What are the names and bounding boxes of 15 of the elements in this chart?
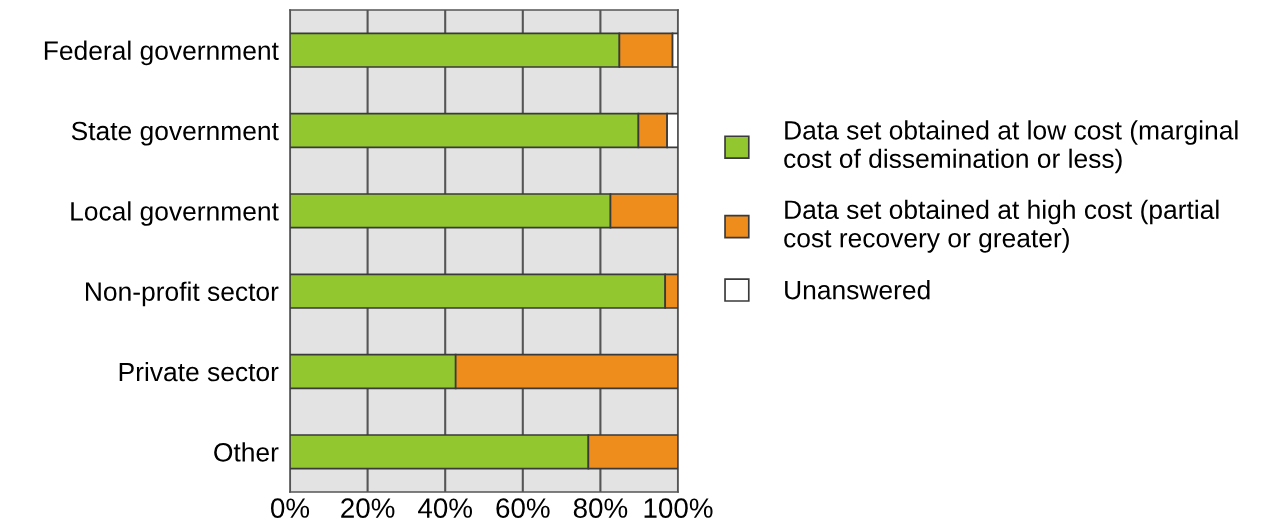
x-tick-label: 20% — [341, 498, 395, 518]
x-tick-label: 40% — [418, 498, 473, 518]
y-tick-label: State government — [71, 121, 279, 146]
x-tick-label: 80% — [573, 498, 628, 518]
x-tick-label: 0% — [271, 498, 310, 518]
legend-label: Data set obtained at low cost (marginal cost of dissemination or less) — [784, 120, 1238, 174]
x-tick-label: 100% — [644, 498, 713, 518]
y-tick-label: Non-profit sector — [86, 281, 279, 307]
legend-label: Data set obtained at high cost (partial cost recovery or greater) — [784, 199, 1219, 253]
legend-label: Unanswered — [785, 280, 930, 300]
y-tick-label: Local government — [71, 201, 279, 226]
y-tick-label: Other — [214, 442, 279, 462]
y-tick-label: Private sector — [119, 361, 279, 382]
y-tick-label: Federal government — [44, 40, 279, 66]
x-tick-label: 60% — [496, 498, 550, 518]
